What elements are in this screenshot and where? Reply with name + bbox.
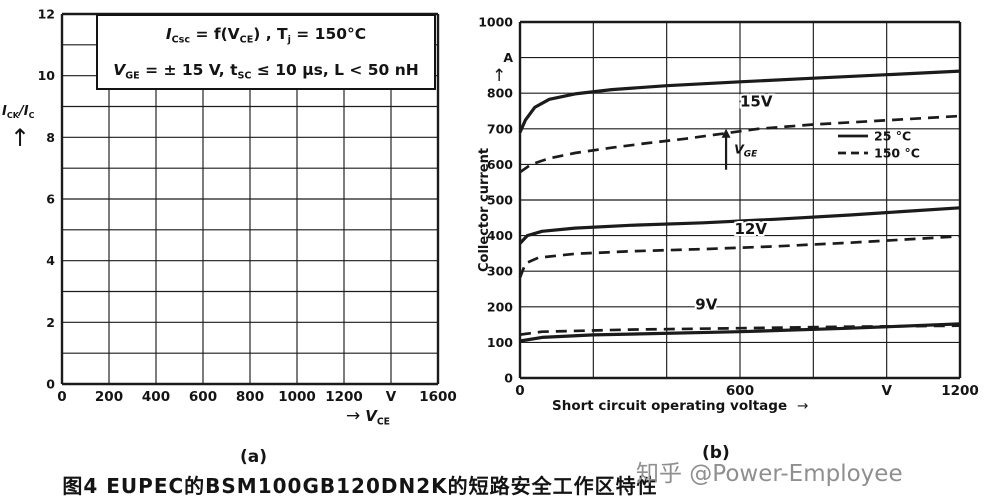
- eq-sub: CE: [239, 34, 254, 46]
- right-arrow-icon: →: [797, 398, 809, 414]
- eq-part: = 150°C: [290, 25, 367, 43]
- subfigure-label-b: (b): [702, 443, 730, 463]
- right-x-axis-title: Short circuit operating voltage →: [552, 398, 808, 414]
- eq-sub: SC: [237, 70, 252, 82]
- y-tick-label: 600: [487, 157, 513, 172]
- y-title-part: I: [2, 104, 7, 119]
- x-title-part: V: [365, 407, 377, 425]
- y-tick-label: 4: [46, 253, 55, 268]
- legend-label: 150 °C: [874, 146, 920, 161]
- y-tick-label: 500: [487, 193, 513, 208]
- x-title-sub: CE: [376, 416, 391, 428]
- eq-sub: j: [287, 34, 291, 46]
- up-arrow-icon: ↑: [10, 124, 31, 152]
- vge-arrow-head-icon: [721, 128, 731, 138]
- y-tick-label: 6: [46, 192, 55, 207]
- y-title-part: /I: [19, 104, 29, 119]
- y-tick-label: 0: [504, 371, 513, 386]
- legend-label: 25 °C: [874, 129, 911, 144]
- right-y-axis-title: Collector current: [477, 147, 492, 272]
- eq-part: = ± 15 V, t: [139, 61, 238, 80]
- eq-sub: GE: [125, 70, 140, 82]
- y-tick-label: 8: [46, 130, 55, 145]
- y-tick-label: 700: [487, 121, 513, 136]
- y-tick-label: 0: [46, 377, 55, 392]
- x-tick-label: 0: [57, 389, 66, 405]
- eq-part: I: [165, 25, 172, 43]
- y-tick-label: 300: [487, 264, 513, 279]
- curve-label: 15V: [740, 93, 773, 111]
- y-tick-label: 2: [46, 315, 55, 330]
- eq-part: = f(V: [190, 25, 240, 43]
- up-arrow-icon: ↑: [492, 66, 507, 86]
- x-tick-label: 0: [515, 383, 524, 399]
- series-vge-12v-150-c: [518, 234, 961, 279]
- x-tick-label: 800: [236, 389, 264, 405]
- x-tick-label: 1200: [941, 383, 979, 399]
- watermark: 知乎 @Power-Employee: [636, 461, 903, 487]
- left-conditions-box: ICsc = f(VCE) , Tj = 150°C VGE = ± 15 V,…: [96, 14, 436, 90]
- curve-label: 9V: [695, 295, 717, 313]
- eq-part: V: [113, 61, 126, 80]
- series-vge-9v-150-c: [519, 324, 961, 336]
- eq-part: ) , T: [253, 25, 288, 43]
- left-eq-line1: ICsc = f(VCE) , Tj = 150°C: [98, 19, 434, 55]
- left-eq-line2: VGE = ± 15 V, tSC ≤ 10 μs, L < 50 nH: [98, 55, 434, 91]
- x-tick-label: 1200: [325, 389, 363, 405]
- y-title-sub: C: [28, 110, 35, 120]
- vge-annotation-label: VGE: [734, 141, 758, 159]
- x-tick-label: 1000: [278, 389, 316, 405]
- x-tick-label: 600: [726, 383, 754, 399]
- x-tick-label: 400: [142, 389, 170, 405]
- left-y-axis-title: ICK/IC: [2, 104, 35, 120]
- curve-label: 12V: [735, 220, 768, 238]
- x-tick-label: 1600: [419, 389, 457, 405]
- figure-caption: 图4 EUPEC的BSM100GB120DN2K的短路安全工作区特性: [62, 474, 658, 498]
- right-chart-canvas: 0 600 V 1200 0 100 200 300 400 500 600 700 800 A 1000 1…: [478, 15, 979, 400]
- y-title-sub: CK: [6, 110, 19, 120]
- right-arrow-icon: →: [346, 406, 361, 426]
- y-tick-label: 12: [38, 7, 55, 22]
- eq-part: ≤ 10 μs, L < 50 nH: [251, 61, 419, 80]
- y-tick-label: 800: [487, 86, 513, 101]
- x-title-text: Short circuit operating voltage: [552, 398, 788, 414]
- series-vge-12v-25-c: [518, 206, 961, 245]
- y-tick-label: 200: [487, 299, 513, 314]
- x-tick-label: V: [386, 389, 397, 405]
- eq-sub: Csc: [171, 34, 191, 46]
- x-tick-label: 200: [95, 389, 123, 405]
- y-tick-label: 400: [487, 228, 513, 243]
- subfigure-label-a: (a): [240, 447, 268, 467]
- y-tick-label: 1000: [478, 15, 513, 30]
- series-vge-15v-25-c: [518, 69, 961, 134]
- series-vge-15v-150-c: [519, 114, 961, 174]
- y-tick-label: 100: [487, 335, 513, 350]
- left-x-axis-title: → VCE: [346, 406, 390, 427]
- x-tick-label: 600: [189, 389, 217, 405]
- y-tick-label: A: [503, 50, 513, 65]
- y-tick-label: 10: [38, 68, 56, 83]
- x-tick-label: V: [881, 383, 892, 399]
